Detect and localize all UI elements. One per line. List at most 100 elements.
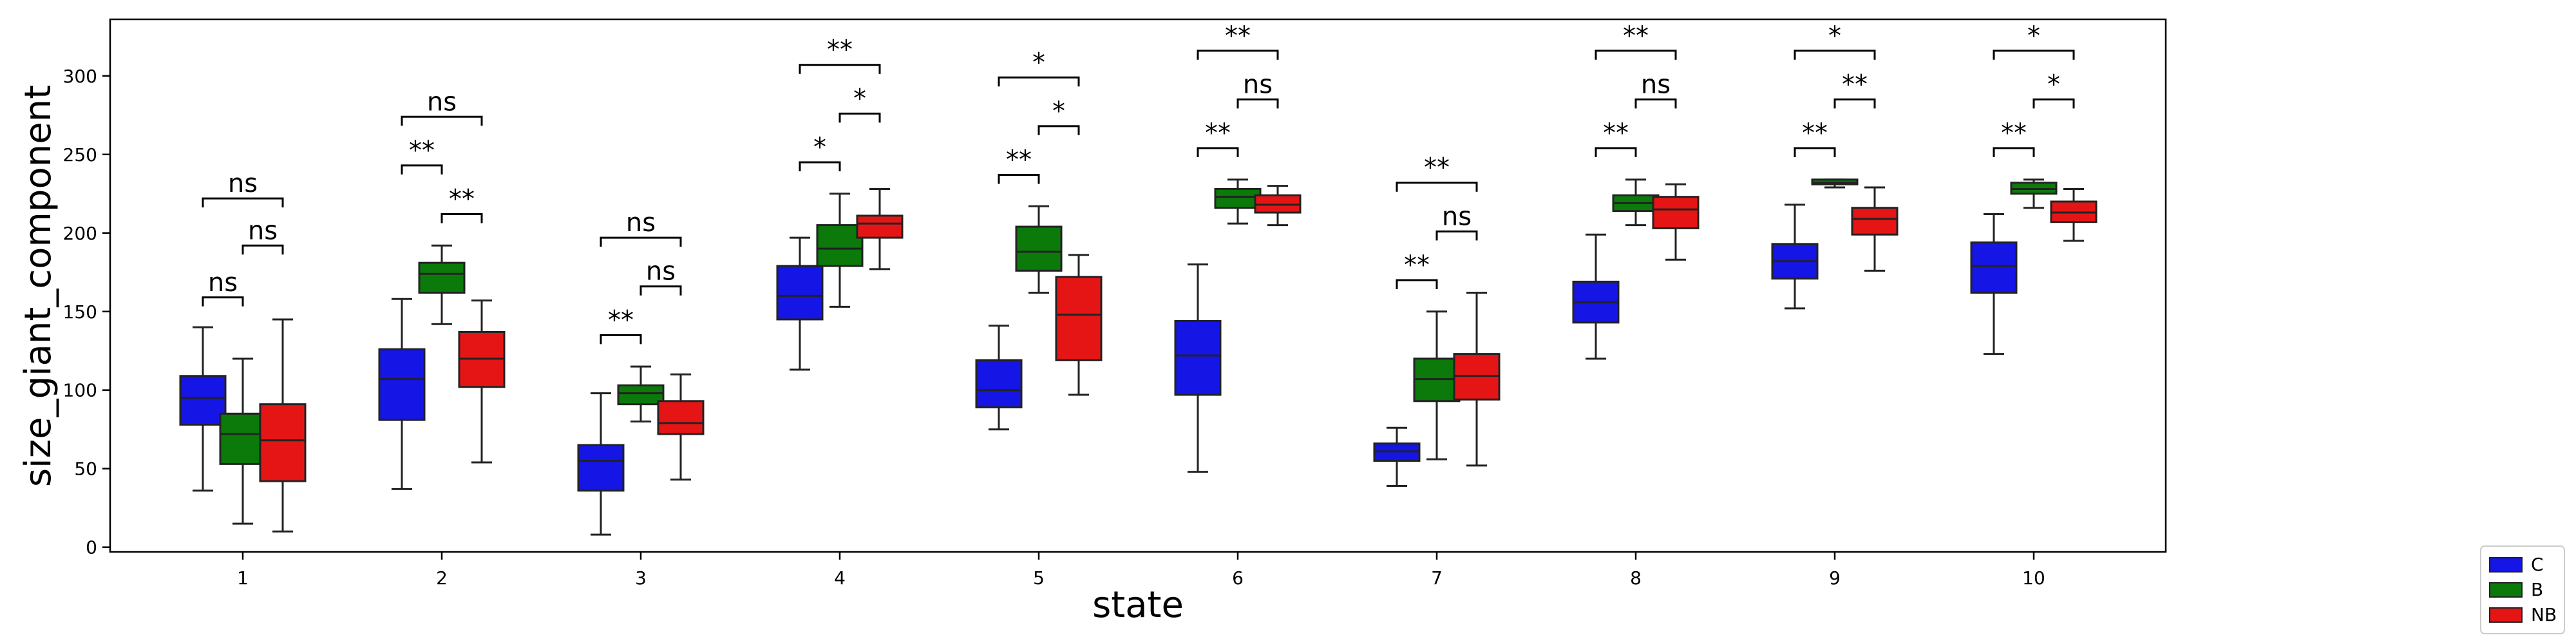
significance-bracket <box>2032 98 2075 109</box>
box-NB-8 <box>1652 183 1700 261</box>
significance-bracket <box>998 174 1040 184</box>
box-C-10 <box>1970 213 2018 355</box>
x-tick-label: 9 <box>1829 567 1841 589</box>
significance-bracket <box>1595 147 1637 158</box>
box-body <box>975 359 1023 409</box>
box-B-6 <box>1214 178 1262 225</box>
significance-label: ** <box>1842 70 1868 99</box>
box-NB-6 <box>1254 185 1302 227</box>
x-tick-label: 10 <box>2022 567 2045 589</box>
box-C-4 <box>776 236 824 371</box>
box-C-8 <box>1572 233 1620 360</box>
significance-label: ** <box>409 136 435 166</box>
box-C-9 <box>1771 204 1819 310</box>
y-tick-label: 200 <box>63 223 97 244</box>
box-body <box>1851 207 1899 236</box>
significance-bracket <box>401 164 443 175</box>
legend-swatch-NB <box>2489 607 2523 623</box>
box-body <box>179 375 227 426</box>
significance-label: ** <box>1205 118 1231 148</box>
box-B-9 <box>1811 178 1859 189</box>
y-axis-title: size_giant_component <box>17 85 59 487</box>
box-body <box>776 265 824 321</box>
significance-bracket <box>1396 182 1478 192</box>
significance-label: ** <box>1424 153 1450 183</box>
y-tick-label: 300 <box>63 66 97 87</box>
x-tick-label: 2 <box>436 567 448 589</box>
significance-label: ** <box>1404 251 1430 280</box>
significance-bracket <box>242 244 284 255</box>
significance-label: * <box>1032 48 1045 77</box>
y-tick-label: 50 <box>74 459 97 480</box>
box-body <box>856 214 904 239</box>
box-body <box>577 444 625 492</box>
box-B-7 <box>1413 310 1461 460</box>
significance-label: * <box>813 133 826 162</box>
significance-bracket <box>600 334 642 345</box>
legend: CB NB <box>2480 545 2565 634</box>
significance-bracket <box>639 285 682 296</box>
significance-bracket <box>1794 50 1876 60</box>
x-tick-label: 6 <box>1232 567 1244 589</box>
box-body <box>1214 187 1262 209</box>
significance-label: ** <box>1802 118 1828 148</box>
box-body <box>1652 196 1700 229</box>
box-B-10 <box>2010 178 2058 209</box>
box-NB-4 <box>856 187 904 270</box>
y-tick-label: 0 <box>86 537 97 558</box>
significance-label: ns <box>1641 70 1671 99</box>
significance-bracket <box>600 236 682 247</box>
box-C-1 <box>179 326 227 492</box>
significance-bracket <box>838 112 881 123</box>
box-body <box>816 224 864 267</box>
box-C-5 <box>975 325 1023 431</box>
significance-bracket <box>1794 147 1836 158</box>
box-B-5 <box>1015 205 1063 294</box>
significance-bracket <box>1197 147 1239 158</box>
significance-label: ** <box>1225 21 1251 51</box>
significance-bracket <box>1435 230 1478 241</box>
box-B-3 <box>617 365 665 423</box>
significance-bracket <box>799 161 841 171</box>
significance-label: ns <box>646 257 676 287</box>
x-tick-label: 1 <box>237 567 249 589</box>
box-body <box>657 400 705 435</box>
box-B-8 <box>1612 178 1660 227</box>
significance-bracket <box>1993 50 2075 60</box>
significance-bracket <box>1634 98 1677 109</box>
legend-swatch-B <box>2489 582 2523 598</box>
significance-label: ** <box>2001 118 2027 148</box>
box-NB-2 <box>458 299 506 464</box>
y-tick-label: 250 <box>63 144 97 166</box>
significance-label: ns <box>208 268 238 298</box>
significance-label: * <box>1828 21 1841 51</box>
significance-label: * <box>853 84 866 113</box>
box-C-2 <box>378 298 426 490</box>
box-body <box>1015 225 1063 272</box>
significance-label: ns <box>1442 202 1472 231</box>
significance-label: ns <box>626 208 656 238</box>
significance-bracket <box>1396 279 1438 289</box>
x-tick-label: 4 <box>834 567 846 589</box>
significance-bracket <box>1993 147 2035 158</box>
box-NB-7 <box>1453 291 1501 467</box>
box-NB-3 <box>657 373 705 481</box>
legend-label-C: C <box>2531 554 2544 575</box>
significance-bracket <box>1833 98 1876 109</box>
significance-bracket <box>799 64 881 74</box>
box-B-2 <box>418 244 466 325</box>
significance-label: ** <box>1623 21 1649 51</box>
box-NB-1 <box>259 318 307 533</box>
box-body <box>617 384 665 406</box>
significance-label: * <box>2027 21 2040 51</box>
plot-frame <box>109 18 2167 553</box>
significance-label: * <box>2047 70 2060 99</box>
significance-bracket <box>998 76 1080 87</box>
box-body <box>1174 319 1222 396</box>
significance-bracket <box>440 213 483 223</box>
y-tick-label: 100 <box>63 380 97 401</box>
significance-bracket <box>202 296 244 307</box>
box-NB-9 <box>1851 186 1899 272</box>
